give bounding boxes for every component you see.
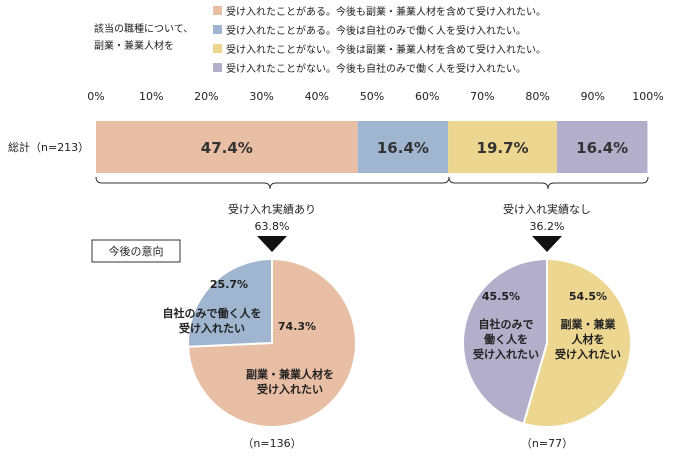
arrow-down-left-icon [257,236,287,252]
pie-pct-label-2: 25.7% [210,278,248,291]
pie-slice-2 [462,257,548,425]
brackets [95,176,649,190]
group-share-left: 63.8% [255,220,290,233]
group-label-right: 受け入れ実績なし [503,202,591,216]
legend-swatch-1 [213,6,222,15]
bar-segment-3 [448,121,557,173]
x-tick-label: 50% [360,90,384,103]
legend-swatch-2 [213,25,222,34]
bar-segment-1 [96,121,358,173]
pie-text-label-2: 受け入れたい [179,321,245,335]
pie-pct-label-1: 74.3% [278,320,316,333]
x-tick-label: 80% [525,90,549,103]
x-tick-label: 30% [249,90,273,103]
pie-text-label-1: 人材を [572,332,605,346]
legend-title-line-1: 該当の職種について、 [94,22,193,35]
legend-title-line-2: 副業・兼業人材を [94,39,174,52]
bracket-left [95,176,450,190]
pie-text-label-2: 受け入れたい [473,347,539,361]
group-label-left: 受け入れ実績あり [228,202,316,216]
bar-data-label-4: 16.4% [576,139,628,157]
x-tick-label: 20% [194,90,218,103]
pie-text-label-2: 働く人を [483,332,528,346]
legend: 該当の職種について、 副業・兼業人材を 受け入れたことがある。今後も副業・兼業人… [94,5,546,75]
pie-text-label-1: 副業・兼業人材を [246,367,334,381]
bar-data-label-3: 19.7% [477,139,529,157]
pie-text-label-1: 受け入れたい [555,347,621,361]
n-label-right: （n=77） [521,437,573,450]
x-tick-label: 40% [305,90,329,103]
x-axis-ticks: 0% 10% 20% 30% 40% 50% 60% 70% 80% 90% 100% [87,90,663,103]
legend-entry-3: 受け入れたことがない。今後は副業・兼業人材を含めて受け入れたい。 [226,43,546,56]
bar-data-label-2: 16.4% [377,139,429,157]
bar-segment-4 [556,121,648,173]
legend-entry-1: 受け入れたことがある。今後も副業・兼業人材を含めて受け入れたい。 [226,5,546,18]
x-tick-label: 0% [87,90,104,103]
pie-text-label-2: 自社のみで [479,317,534,331]
legend-swatch-4 [213,63,222,72]
legend-entry-2: 受け入れたことがある。今後は自社のみで働く人を受け入れたい。 [226,24,526,37]
intention-box [91,239,181,263]
bar-segment-2 [357,121,449,173]
x-tick-label: 60% [415,90,439,103]
x-tick-label: 100% [632,90,663,103]
pie-text-label-2: 自社のみで働く人を [163,306,262,320]
pie-slice-1 [187,257,357,428]
n-label-left: （n=136） [242,437,301,450]
category-label: 総計（n=213） [8,140,89,154]
pie-slice-2 [187,257,273,348]
group-share-right: 36.2% [530,220,565,233]
arrow-down-right-icon [532,236,562,252]
bar-data-label-1: 47.4% [201,139,253,157]
legend-swatch-3 [213,44,222,53]
pie-text-label-1: 副業・兼業 [561,317,617,331]
pie-pct-label-1: 54.5% [569,290,607,303]
bracket-right [448,176,649,190]
pie-pct-label-2: 45.5% [482,290,520,303]
x-tick-label: 90% [581,90,605,103]
x-tick-label: 10% [139,90,163,103]
legend-entry-4: 受け入れたことがない。今後も自社のみで働く人を受け入れたい。 [226,62,526,75]
intention-box-label: 今後の意向 [109,244,164,258]
stacked-bar: 47.4% 16.4% 19.7% 16.4% [96,121,648,173]
pie-slice-1 [522,257,632,428]
pie-text-label-1: 受け入れたい [257,382,323,396]
x-tick-label: 70% [470,90,494,103]
